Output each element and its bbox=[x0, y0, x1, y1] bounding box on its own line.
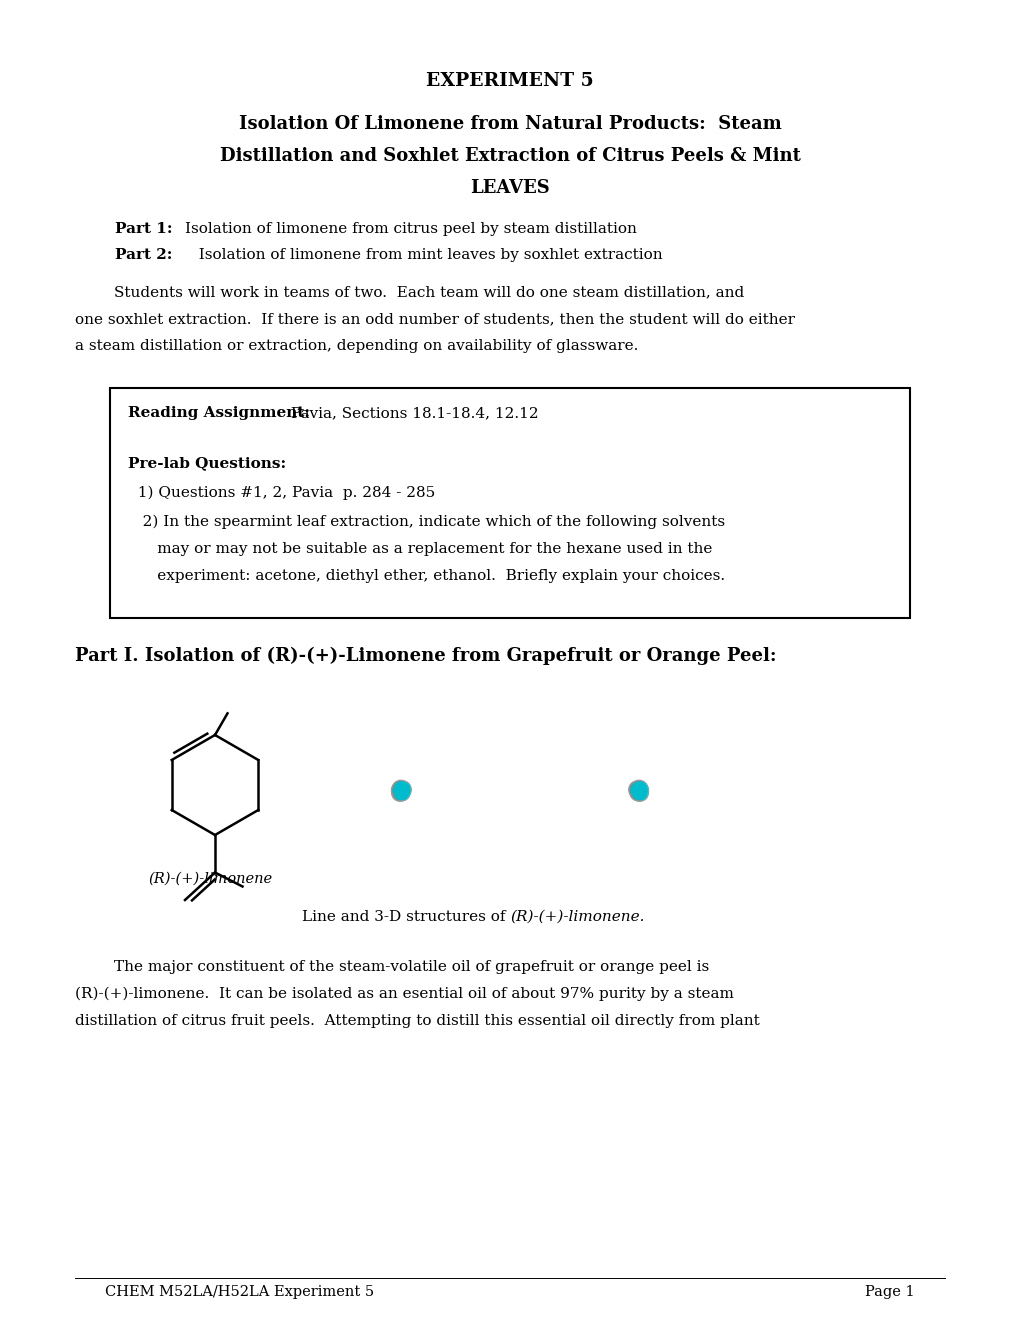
Circle shape bbox=[630, 783, 643, 795]
Circle shape bbox=[633, 787, 645, 800]
Circle shape bbox=[396, 785, 409, 797]
Circle shape bbox=[392, 784, 409, 800]
Circle shape bbox=[392, 784, 406, 796]
Circle shape bbox=[629, 781, 646, 799]
Text: Line and 3-D structures of: Line and 3-D structures of bbox=[302, 909, 510, 924]
Text: Isolation Of Limonene from Natural Products:  Steam: Isolation Of Limonene from Natural Produ… bbox=[238, 115, 781, 133]
Circle shape bbox=[634, 785, 646, 797]
Circle shape bbox=[634, 787, 646, 799]
Text: (R)-(+)-limonene.  It can be isolated as an esential oil of about 97% purity by : (R)-(+)-limonene. It can be isolated as … bbox=[75, 987, 733, 1002]
Circle shape bbox=[631, 787, 643, 800]
Text: one soxhlet extraction.  If there is an odd number of students, then the student: one soxhlet extraction. If there is an o… bbox=[75, 312, 794, 326]
Text: Students will work in teams of two.  Each team will do one steam distillation, a: Students will work in teams of two. Each… bbox=[75, 285, 744, 300]
Circle shape bbox=[394, 787, 407, 800]
Circle shape bbox=[633, 788, 645, 800]
Circle shape bbox=[631, 784, 648, 801]
Circle shape bbox=[629, 781, 645, 797]
Text: EXPERIMENT 5: EXPERIMENT 5 bbox=[426, 73, 593, 90]
Circle shape bbox=[396, 783, 409, 795]
Circle shape bbox=[392, 783, 406, 796]
Circle shape bbox=[392, 781, 409, 797]
Text: Isolation of limonene from mint leaves by soxhlet extraction: Isolation of limonene from mint leaves b… bbox=[189, 248, 662, 261]
Text: may or may not be suitable as a replacement for the hexane used in the: may or may not be suitable as a replacem… bbox=[127, 543, 711, 556]
Circle shape bbox=[395, 785, 409, 799]
Text: Part 1:: Part 1: bbox=[115, 222, 172, 236]
Text: experiment: acetone, diethyl ether, ethanol.  Briefly explain your choices.: experiment: acetone, diethyl ether, etha… bbox=[127, 569, 725, 583]
Circle shape bbox=[393, 783, 406, 795]
Circle shape bbox=[631, 784, 647, 800]
Text: Part 2:: Part 2: bbox=[115, 248, 172, 261]
Circle shape bbox=[630, 784, 646, 801]
Text: Page 1: Page 1 bbox=[864, 1284, 914, 1299]
Circle shape bbox=[395, 783, 408, 796]
Text: Isolation of limonene from citrus peel by steam distillation: Isolation of limonene from citrus peel b… bbox=[184, 222, 636, 236]
Text: Pavia, Sections 18.1-18.4, 12.12: Pavia, Sections 18.1-18.4, 12.12 bbox=[285, 407, 538, 420]
Text: LEAVES: LEAVES bbox=[470, 180, 549, 197]
Circle shape bbox=[631, 783, 647, 800]
Text: CHEM M52LA/H52LA Experiment 5: CHEM M52LA/H52LA Experiment 5 bbox=[105, 1284, 374, 1299]
Circle shape bbox=[634, 783, 646, 796]
Circle shape bbox=[632, 783, 644, 796]
Text: Pre-lab Questions:: Pre-lab Questions: bbox=[127, 455, 286, 470]
Circle shape bbox=[392, 783, 409, 800]
Circle shape bbox=[393, 783, 410, 799]
Circle shape bbox=[629, 781, 645, 799]
Circle shape bbox=[391, 784, 408, 801]
Text: The major constituent of the steam-volatile oil of grapefruit or orange peel is: The major constituent of the steam-volat… bbox=[75, 960, 708, 974]
Text: distillation of citrus fruit peels.  Attempting to distill this essential oil di: distillation of citrus fruit peels. Atte… bbox=[75, 1014, 759, 1028]
Circle shape bbox=[391, 781, 408, 799]
Circle shape bbox=[391, 783, 408, 799]
Circle shape bbox=[630, 781, 647, 797]
Circle shape bbox=[392, 780, 409, 797]
Circle shape bbox=[631, 783, 648, 799]
Circle shape bbox=[630, 783, 646, 799]
Circle shape bbox=[631, 781, 648, 799]
Circle shape bbox=[633, 781, 645, 795]
Text: Reading Assignment:: Reading Assignment: bbox=[127, 407, 310, 420]
Circle shape bbox=[633, 783, 645, 795]
Circle shape bbox=[630, 783, 642, 796]
Circle shape bbox=[631, 785, 643, 799]
Circle shape bbox=[396, 784, 409, 797]
Text: Part I. Isolation of (R)-(+)-Limonene from Grapefruit or Orange Peel:: Part I. Isolation of (R)-(+)-Limonene fr… bbox=[75, 647, 775, 665]
Circle shape bbox=[394, 781, 411, 797]
Text: a steam distillation or extraction, depending on availability of glassware.: a steam distillation or extraction, depe… bbox=[75, 339, 638, 352]
Text: (R)-(+)-limonene.: (R)-(+)-limonene. bbox=[510, 909, 644, 924]
Circle shape bbox=[631, 780, 647, 797]
Circle shape bbox=[393, 781, 410, 799]
Circle shape bbox=[634, 784, 646, 796]
Circle shape bbox=[631, 785, 643, 797]
Text: (R)-(+)-limonene: (R)-(+)-limonene bbox=[148, 873, 272, 886]
Circle shape bbox=[394, 781, 407, 795]
Circle shape bbox=[393, 784, 410, 801]
Text: Distillation and Soxhlet Extraction of Citrus Peels & Mint: Distillation and Soxhlet Extraction of C… bbox=[219, 147, 800, 165]
Text: 2) In the spearmint leaf extraction, indicate which of the following solvents: 2) In the spearmint leaf extraction, ind… bbox=[127, 515, 725, 529]
Circle shape bbox=[392, 785, 406, 797]
Circle shape bbox=[395, 787, 408, 800]
Circle shape bbox=[393, 788, 406, 800]
Circle shape bbox=[396, 783, 410, 796]
Text: 1) Questions #1, 2, Pavia  p. 284 - 285: 1) Questions #1, 2, Pavia p. 284 - 285 bbox=[127, 486, 435, 500]
Circle shape bbox=[393, 787, 406, 799]
Bar bbox=[110, 388, 909, 618]
Circle shape bbox=[393, 781, 411, 799]
Circle shape bbox=[630, 784, 642, 797]
